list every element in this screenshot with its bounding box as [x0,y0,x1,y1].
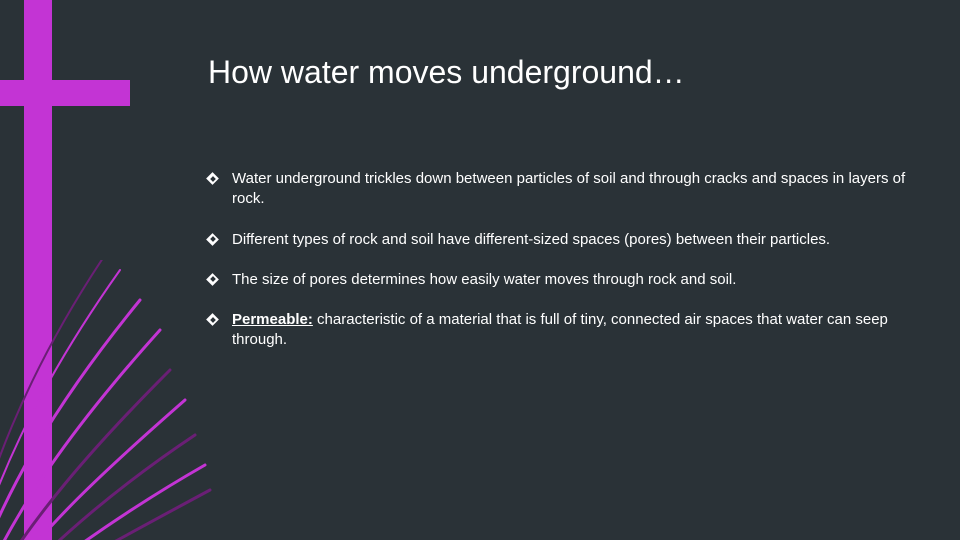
bullet-text: Water underground trickles down between … [232,170,905,207]
slide-content: How water moves underground… Water under… [208,54,908,371]
bullet-item: The size of pores determines how easily … [208,270,908,290]
accent-horizontal-bar [0,80,130,106]
bullet-item: Permeable: characteristic of a material … [208,310,908,351]
slide-title: How water moves underground… [208,54,908,91]
bullet-item: Water underground trickles down between … [208,169,908,210]
bullet-text: The size of pores determines how easily … [232,271,736,288]
bullet-text: characteristic of a material that is ful… [232,311,888,348]
bullet-list: Water underground trickles down between … [208,169,908,351]
bullet-item: Different types of rock and soil have di… [208,230,908,250]
bullet-prefix: Permeable: [232,311,313,328]
bullet-text: Different types of rock and soil have di… [232,231,830,248]
